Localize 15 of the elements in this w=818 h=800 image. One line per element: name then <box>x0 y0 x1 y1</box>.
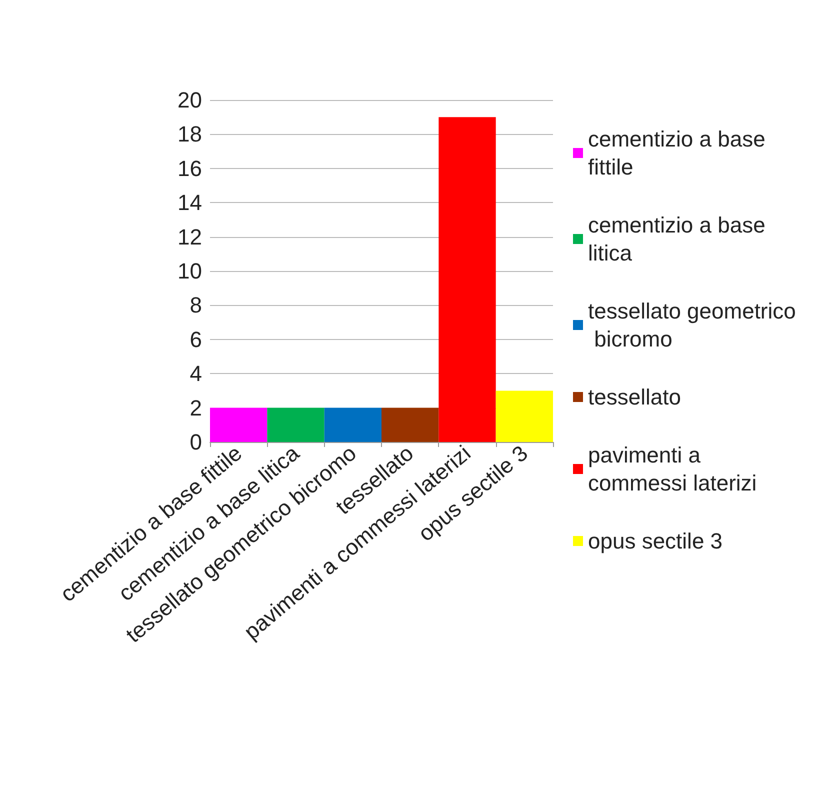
legend-label: tessellato <box>588 384 681 410</box>
y-tick-label: 0 <box>190 430 202 454</box>
y-tick-label: 10 <box>178 258 202 284</box>
y-tick-label: 4 <box>190 361 202 386</box>
legend-label: cementizio a base fittile <box>588 126 772 180</box>
y-tick-label: 16 <box>178 156 202 181</box>
y-tick-label: 20 <box>178 88 202 112</box>
y-tick-label: 12 <box>178 224 202 250</box>
y-tick-label: 8 <box>190 292 202 318</box>
y-tick-label: 14 <box>178 190 202 216</box>
y-tick-label: 18 <box>178 122 202 147</box>
y-tick-label: 2 <box>190 395 202 420</box>
y-tick-label: 6 <box>190 326 202 352</box>
legend-label: tessellato geometrico bicromo <box>588 298 796 352</box>
legend-label: cementizio a base litica <box>588 212 772 266</box>
